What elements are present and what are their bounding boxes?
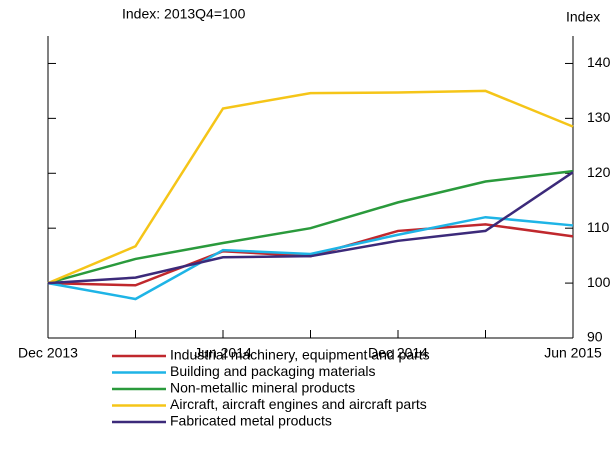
- series-line: [47, 169, 574, 285]
- series-line: [47, 171, 574, 285]
- legend-label: Industrial machinery, equipment and part…: [170, 347, 430, 363]
- y-tick-label: 110: [587, 219, 610, 235]
- legend-label: Building and packaging materials: [170, 363, 375, 379]
- y-tick-label: 140: [587, 54, 611, 70]
- x-tick-label: Dec 2014: [368, 345, 428, 361]
- legend-label: Fabricated metal products: [170, 413, 332, 429]
- y-tick-label: 90: [587, 329, 603, 345]
- y-tick-label: 120: [587, 164, 611, 180]
- x-tick-label: Jun 2015: [544, 345, 602, 361]
- y-tick-label: 130: [587, 109, 611, 125]
- x-tick-label: Dec 2013: [18, 345, 78, 361]
- legend-label: Non-metallic mineral products: [170, 380, 355, 396]
- y-tick-label: 100: [587, 274, 611, 290]
- y2-axis-label: Index: [566, 9, 600, 25]
- chart-title: Index: 2013Q4=100: [122, 6, 246, 22]
- legend-label: Aircraft, aircraft engines and aircraft …: [170, 396, 427, 412]
- x-tick-label: Jun 2014: [194, 345, 252, 361]
- series-line: [47, 215, 574, 301]
- series-line: [47, 89, 574, 285]
